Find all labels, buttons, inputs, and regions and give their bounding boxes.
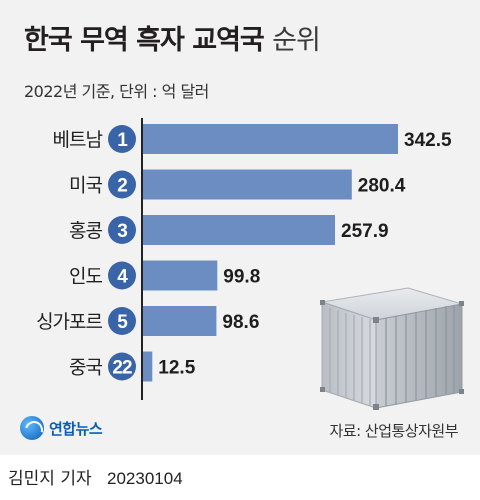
infographic-card: 한국 무역 흑자 교역국 순위 2022년 기준, 단위 : 억 달러 [0, 0, 480, 455]
rank-number-3: 3 [117, 221, 127, 242]
rank-badge-1 [108, 125, 136, 153]
yonhap-logo: 연합뉴스 [20, 415, 103, 441]
value-label-3: 257.9 [341, 221, 389, 242]
category-label-2: 미국 [69, 175, 102, 197]
byline: 김민지 기자 20230104 [8, 464, 183, 489]
category-label-4: 인도 [69, 266, 102, 288]
reporter-name: 김민지 기자 [8, 469, 92, 489]
bar-1 [143, 124, 398, 154]
bar-5 [143, 306, 217, 336]
source-note: 자료: 산업통상자원부 [329, 422, 458, 440]
rank-number-1: 1 [117, 130, 128, 151]
rank-badge-6 [108, 352, 136, 381]
chart-subtitle: 2022년 기준, 단위 : 억 달러 [24, 82, 209, 101]
rank-number-4: 4 [117, 267, 128, 288]
bar-6 [143, 351, 153, 382]
rank-badge-4 [108, 261, 136, 290]
bars-group: 342.5 1 베트남 280.4 2 미국 257.9 3 홍콩 99.8 4 인도 98.6 5 싱가포… [36, 124, 452, 382]
publish-date: 20230104 [107, 469, 183, 488]
value-label-2: 280.4 [358, 176, 406, 197]
value-label-1: 342.5 [404, 130, 452, 151]
bar-2 [143, 169, 352, 200]
footer: 김민지 기자 20230104 [0, 458, 480, 500]
shipping-container-icon [320, 287, 464, 410]
rank-number-2: 2 [117, 176, 127, 197]
category-label-1: 베트남 [53, 129, 103, 151]
yonhap-logo-icon [20, 416, 44, 440]
title-light: 순위 [272, 25, 321, 56]
bar-4 [143, 260, 218, 291]
rank-number-5: 5 [117, 312, 128, 333]
logo-text: 연합뉴스 [49, 419, 103, 438]
rank-badge-2 [108, 170, 136, 199]
category-label-3: 홍콩 [69, 220, 102, 242]
bar-3 [143, 215, 336, 245]
category-label-6: 중국 [69, 357, 102, 379]
value-label-6: 12.5 [158, 358, 195, 379]
bar-chart: 342.5 1 베트남 280.4 2 미국 257.9 3 홍콩 99.8 4 인도 98.6 5 싱가포… [36, 118, 464, 410]
value-label-4: 99.8 [223, 267, 260, 288]
rank-number-6: 22 [112, 358, 132, 379]
page-title: 한국 무역 흑자 교역국 순위 [24, 18, 321, 57]
rank-badge-3 [108, 216, 136, 244]
category-label-5: 싱가포르 [36, 311, 102, 333]
value-label-5: 98.6 [222, 312, 259, 333]
title-bold: 한국 무역 흑자 교역국 [24, 25, 265, 56]
rank-badge-5 [108, 307, 136, 335]
